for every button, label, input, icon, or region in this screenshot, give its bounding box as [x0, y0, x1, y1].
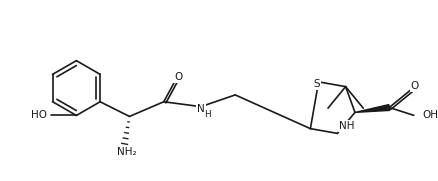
Text: NH: NH: [339, 121, 354, 131]
Text: HO: HO: [31, 110, 47, 121]
Text: S: S: [313, 79, 319, 89]
Text: NH₂: NH₂: [117, 147, 136, 157]
Text: O: O: [410, 81, 418, 91]
Text: N: N: [197, 104, 205, 114]
Text: OH: OH: [422, 110, 438, 120]
Text: H: H: [204, 110, 211, 119]
Text: O: O: [174, 72, 182, 82]
Polygon shape: [354, 105, 389, 112]
